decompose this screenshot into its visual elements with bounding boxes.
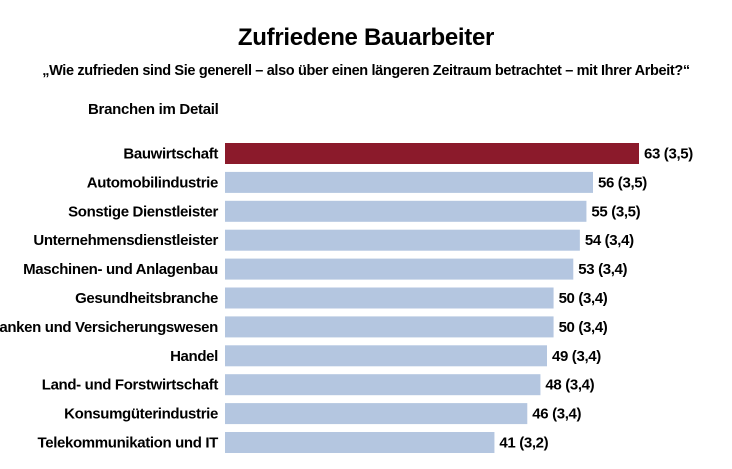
value-label-9: 46 (3,4): [532, 406, 581, 423]
category-label-0: Bauwirtschaft: [123, 146, 218, 163]
value-label-10: 41 (3,2): [499, 435, 548, 452]
section-label: Branchen im Detail: [88, 101, 219, 118]
value-label-5: 50 (3,4): [559, 290, 608, 307]
category-label-3: Unternehmensdienstleister: [33, 232, 218, 249]
category-label-5: Gesundheitsbranche: [75, 290, 218, 307]
category-label-4: Maschinen- und Anlagenbau: [23, 261, 218, 278]
chart-title: Zufriedene Bauarbeiter: [237, 24, 495, 51]
bar-10: [225, 432, 495, 453]
bar-8: [225, 374, 541, 396]
category-label-1: Automobilindustrie: [87, 174, 218, 191]
category-label-2: Sonstige Dienstleister: [68, 203, 218, 220]
value-label-8: 48 (3,4): [545, 377, 594, 394]
category-label-8: Land- und Forstwirtschaft: [42, 377, 219, 394]
value-label-6: 50 (3,4): [559, 319, 608, 336]
bar-5: [225, 287, 554, 309]
category-label-7: Handel: [170, 348, 218, 365]
bar-3: [225, 229, 580, 251]
category-label-10: Telekommunikation und IT: [38, 435, 219, 452]
bar-6: [225, 316, 554, 338]
bar-4: [225, 258, 574, 280]
value-label-3: 54 (3,4): [585, 232, 634, 249]
value-label-2: 55 (3,5): [591, 203, 640, 220]
value-label-4: 53 (3,4): [578, 261, 627, 278]
chart-subtitle: „Wie zufrieden sind Sie generell – also …: [42, 63, 690, 79]
category-label-6: Banken und Versicherungswesen: [0, 319, 218, 336]
value-label-7: 49 (3,4): [552, 348, 601, 365]
bar-0: [225, 143, 639, 164]
bar-9: [225, 403, 528, 425]
category-label-9: Konsumgüterindustrie: [64, 406, 218, 423]
value-label-1: 56 (3,5): [598, 174, 647, 191]
bar-2: [225, 200, 587, 222]
bar-7: [225, 345, 547, 367]
value-label-0: 63 (3,5): [644, 146, 693, 163]
bar-1: [225, 171, 593, 193]
